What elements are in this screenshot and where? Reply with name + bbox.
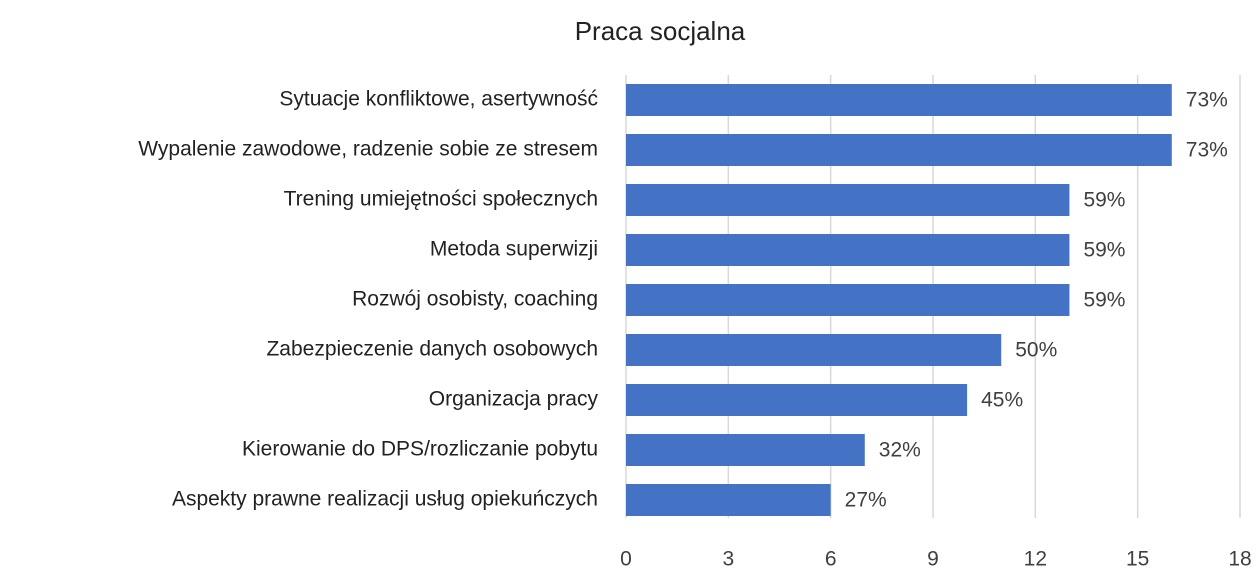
data-label: 59% xyxy=(1083,289,1125,312)
y-tick-label: Trening umiejętności społecznych xyxy=(284,188,598,211)
data-label: 32% xyxy=(879,439,921,462)
data-label: 27% xyxy=(845,489,887,512)
data-label: 59% xyxy=(1083,239,1125,262)
x-tick-label: 9 xyxy=(927,548,939,569)
bar xyxy=(626,234,1070,266)
y-tick-label: Kierowanie do DPS/rozliczanie pobytu xyxy=(242,438,598,461)
y-tick-label: Sytuacje konfliktowe, asertywność xyxy=(279,88,598,111)
bar xyxy=(626,84,1172,116)
y-tick-label: Zabezpieczenie danych osobowych xyxy=(266,338,598,361)
x-tick-label: 18 xyxy=(1228,548,1251,569)
x-tick-label: 6 xyxy=(825,548,837,569)
data-label: 73% xyxy=(1186,89,1228,112)
y-tick-label: Wypalenie zawodowe, radzenie sobie ze st… xyxy=(138,138,598,161)
x-tick-label: 15 xyxy=(1126,548,1149,569)
x-tick-label: 0 xyxy=(620,548,632,569)
bar xyxy=(626,184,1070,216)
bar xyxy=(626,434,865,466)
data-label: 50% xyxy=(1015,339,1057,362)
bar xyxy=(626,484,831,516)
bar xyxy=(626,384,968,416)
data-label: 59% xyxy=(1083,189,1125,212)
bar xyxy=(626,334,1002,366)
y-tick-label: Organizacja pracy xyxy=(429,388,599,411)
chart-title: Praca socjalna xyxy=(575,16,746,46)
x-tick-label: 3 xyxy=(722,548,734,569)
y-tick-label: Rozwój osobisty, coaching xyxy=(352,288,598,311)
data-label: 45% xyxy=(981,389,1023,412)
bar xyxy=(626,134,1172,166)
x-tick-label: 12 xyxy=(1024,548,1047,569)
y-tick-label: Metoda superwizji xyxy=(430,238,598,261)
y-tick-label: Aspekty prawne realizacji usług opiekuńc… xyxy=(172,488,598,511)
data-label: 73% xyxy=(1186,139,1228,162)
bar xyxy=(626,284,1070,316)
